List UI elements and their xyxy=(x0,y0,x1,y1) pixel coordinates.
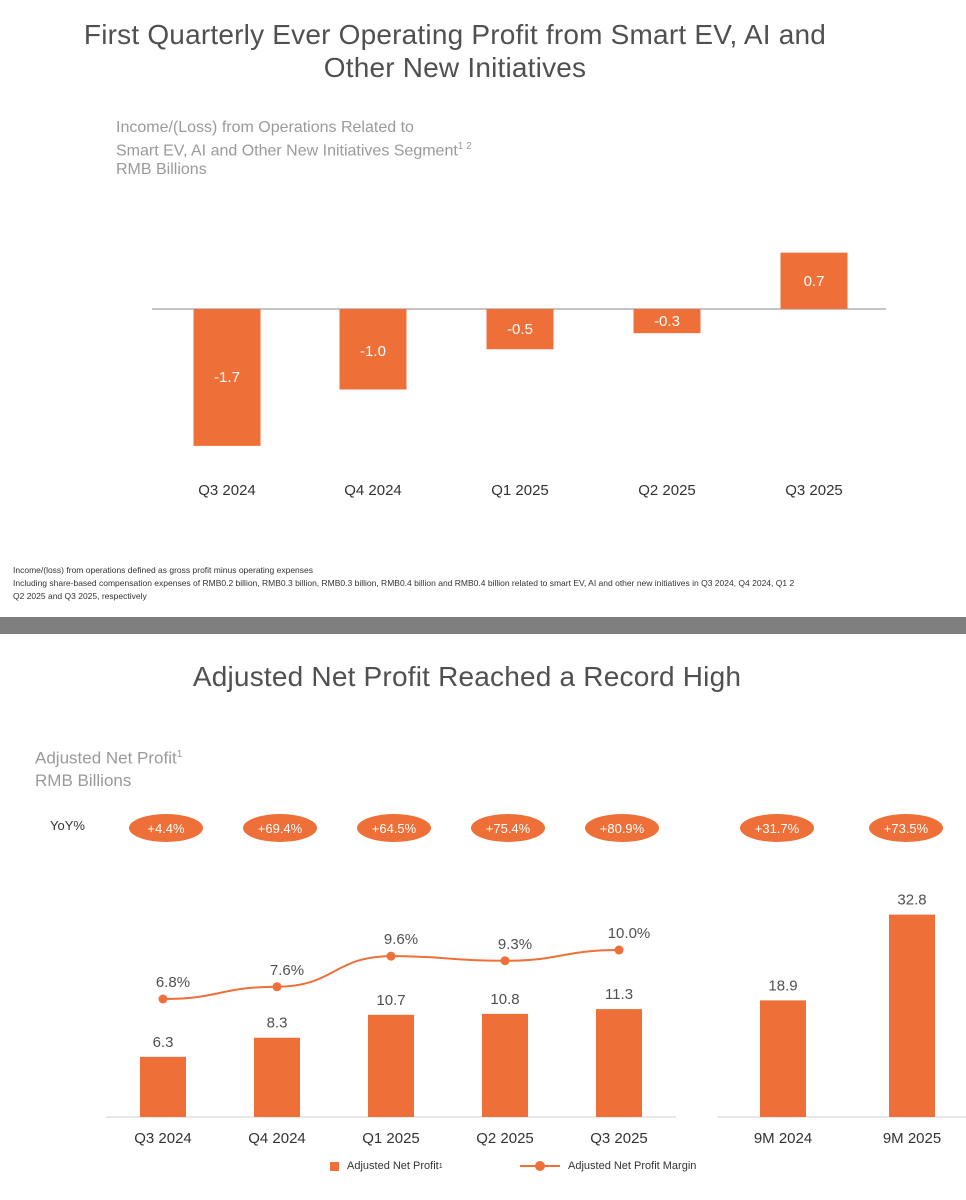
bar-q3-2024 xyxy=(140,1056,186,1117)
margin-point xyxy=(158,994,168,1004)
bar-value-label: 32.8 xyxy=(897,892,926,909)
margin-label: 6.8% xyxy=(156,974,190,991)
section2-subtitle-line1: Adjusted Net Profit xyxy=(35,748,177,768)
bar-value-label: -1.7 xyxy=(214,369,240,386)
x-tick-label: Q4 2024 xyxy=(248,1130,306,1147)
margin-point xyxy=(614,945,624,955)
bar-value-label: 0.7 xyxy=(804,273,825,290)
section1-subtitle-line2: Smart EV, AI and Other New Initiatives S… xyxy=(116,142,458,160)
bar-q4-2024 xyxy=(339,309,407,390)
section1-subtitle-sup: 1 2 xyxy=(457,141,472,152)
legend-bar: Adjusted Net Profit 1 xyxy=(330,1160,443,1172)
section1-subtitle: Income/(Loss) from Operations Related to… xyxy=(116,118,472,179)
bar-value-label: 10.7 xyxy=(376,992,405,1009)
footnote-3: Q2 2025 and Q3 2025, respectively xyxy=(13,591,147,601)
bar-9m-2024 xyxy=(760,1000,806,1117)
bar-value-label: -0.5 xyxy=(507,321,533,338)
legend-line-label: Adjusted Net Profit Margin xyxy=(568,1160,697,1172)
legend-bar-label: Adjusted Net Profit xyxy=(347,1160,439,1172)
section2-subtitle-line1-wrap: Adjusted Net Profit1 xyxy=(35,744,182,770)
margin-label: 9.3% xyxy=(498,936,532,953)
section2-title: Adjusted Net Profit Reached a Record Hig… xyxy=(192,661,742,692)
section1-subtitle-line3: RMB Billions xyxy=(116,161,207,179)
margin-label: 9.6% xyxy=(384,931,418,948)
x-tick-label: Q3 2024 xyxy=(198,482,256,499)
x-tick-label: Q3 2025 xyxy=(590,1130,648,1147)
bar-value-label: 18.9 xyxy=(768,977,797,994)
yoy-pill-label: +31.7% xyxy=(755,821,800,836)
x-tick-label: 9M 2025 xyxy=(883,1130,941,1147)
section1-subtitle-line2-wrap: Smart EV, AI and Other New Initiatives S… xyxy=(116,137,472,160)
section2-subtitle-sup: 1 xyxy=(176,749,183,760)
bar-q1-2025 xyxy=(486,309,554,350)
legend-line-marker xyxy=(520,1160,560,1172)
footnote-2: Including share-based compensation expen… xyxy=(13,578,795,588)
margin-point xyxy=(272,982,282,992)
adjusted-net-profit-chart: 6.3 Q3 2024 +4.4% 8.3 Q4 2024 +69.4% 10.7 Q1 20… xyxy=(106,814,966,1147)
bar-value-label: 11.3 xyxy=(605,986,633,1003)
bar-value-label: -1.0 xyxy=(360,343,386,360)
footnote-1: Income/(loss) from operations defined as… xyxy=(13,565,314,575)
x-tick-label: Q3 2025 xyxy=(785,482,843,499)
x-tick-label: Q4 2024 xyxy=(344,482,402,499)
x-tick-label: Q1 2025 xyxy=(362,1130,420,1147)
yoy-pill xyxy=(471,814,545,842)
x-tick-label: Q3 2024 xyxy=(134,1130,192,1147)
legend-line: Adjusted Net Profit Margin xyxy=(520,1160,696,1172)
yoy-pill xyxy=(357,814,431,842)
yoy-pill xyxy=(129,814,203,842)
bar-value-label: 10.8 xyxy=(490,991,519,1008)
x-tick-label: Q1 2025 xyxy=(491,482,549,499)
margin-label: 10.0% xyxy=(608,925,651,942)
yoy-pill xyxy=(869,814,943,842)
x-tick-label: Q2 2025 xyxy=(638,482,696,499)
section2-subtitle-line2: RMB Billions xyxy=(35,770,132,790)
x-tick-label: 9M 2024 xyxy=(754,1130,812,1147)
yoy-pill xyxy=(585,814,659,842)
legend-bar-sup: 1 xyxy=(438,1162,443,1170)
x-tick-label: Q2 2025 xyxy=(476,1130,534,1147)
bar-q1-2025 xyxy=(368,1014,414,1117)
yoy-pill-label: +80.9% xyxy=(600,821,645,836)
bar-value-label: -0.3 xyxy=(654,313,680,330)
section1-title: First Quarterly Ever Operating Profit fr… xyxy=(0,18,965,84)
section1-title-line1: First Quarterly Ever Operating Profit fr… xyxy=(83,19,827,50)
yoy-pill-label: +69.4% xyxy=(258,821,303,836)
bar-q3-2025 xyxy=(596,1009,642,1117)
bar-q3-2025 xyxy=(780,252,848,309)
bar-q3-2024 xyxy=(193,309,261,446)
yoy-pill-label: +4.4% xyxy=(147,821,185,836)
yoy-pill-label: +75.4% xyxy=(486,821,531,836)
yoy-pill xyxy=(243,814,317,842)
bar-q4-2024 xyxy=(254,1037,300,1117)
margin-point xyxy=(386,951,396,961)
section1-title-line2: Other New Initiatives xyxy=(323,52,587,83)
legend-bar-swatch xyxy=(330,1161,339,1171)
margin-label: 7.6% xyxy=(270,962,304,979)
bar-9m-2025 xyxy=(889,914,935,1117)
section2-subtitle: Adjusted Net Profit1 RMB Billions xyxy=(35,744,182,792)
margin-point xyxy=(500,956,510,966)
section-divider xyxy=(0,617,966,634)
yoy-pill-label: +73.5% xyxy=(884,821,929,836)
bar-q2-2025 xyxy=(482,1013,528,1117)
bar-value-label: 6.3 xyxy=(153,1034,174,1051)
bar-q2-2025 xyxy=(633,309,701,334)
yoy-pill xyxy=(740,814,814,842)
bar-value-label: 8.3 xyxy=(267,1015,288,1032)
yoy-label: YoY% xyxy=(50,818,85,833)
operating-income-chart: -1.7 Q3 2024 -1.0 Q4 2024 -0.5 Q1 2025 -0.3 Q2 … xyxy=(152,252,886,499)
section1-subtitle-line1: Income/(Loss) from Operations Related to xyxy=(116,119,414,136)
yoy-pill-label: +64.5% xyxy=(372,821,417,836)
